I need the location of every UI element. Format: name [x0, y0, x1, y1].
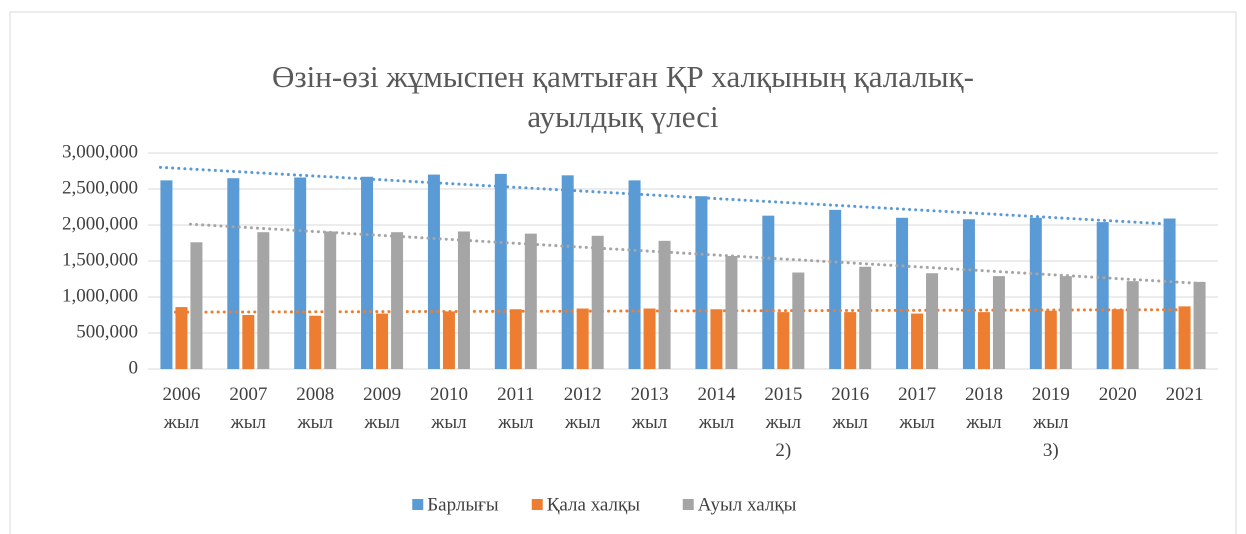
- bar: [1193, 281, 1206, 369]
- bar: [457, 231, 470, 369]
- bar: [962, 219, 975, 369]
- bar: [175, 307, 188, 369]
- x-tick-label: 2017 жыл: [898, 384, 936, 433]
- x-tick-label: 2010 жыл: [430, 384, 468, 433]
- legend-marker: [682, 499, 694, 510]
- y-tick-label: 0: [129, 357, 139, 378]
- bar: [376, 313, 389, 369]
- x-tick-label: 2006 жыл: [162, 384, 200, 433]
- bar: [1059, 276, 1072, 369]
- bar: [1096, 222, 1109, 369]
- bar: [242, 315, 255, 369]
- bar: [524, 233, 537, 369]
- y-tick-label: 3,000,000: [62, 141, 138, 162]
- bar: [911, 313, 924, 369]
- bar: [1111, 309, 1124, 369]
- bar: [643, 308, 656, 369]
- trendline: [158, 165, 1178, 226]
- bar: [509, 309, 522, 369]
- x-tick-label: 2007 жыл: [229, 384, 267, 433]
- x-tick-label: 2021: [1166, 384, 1204, 405]
- bar: [1044, 310, 1057, 369]
- legend-label: Қала халқы: [547, 494, 640, 515]
- legend-label: Ауыл халқы: [698, 494, 797, 515]
- bar: [992, 276, 1005, 369]
- trendline: [188, 222, 1208, 286]
- bar: [1029, 217, 1042, 369]
- bar: [762, 215, 775, 369]
- bar: [494, 173, 507, 369]
- bar: [792, 272, 805, 369]
- bar: [190, 242, 203, 369]
- x-tick-label: 2019 жыл 3): [1032, 384, 1070, 461]
- bar: [695, 196, 708, 369]
- bar: [844, 312, 857, 369]
- x-tick-label: 2020: [1099, 384, 1137, 405]
- bar: [896, 217, 909, 369]
- bar: [591, 235, 604, 369]
- bar: [427, 174, 440, 369]
- y-tick-label: 1,000,000: [62, 285, 138, 306]
- bar: [324, 231, 337, 369]
- legend-marker: [412, 499, 424, 510]
- legend-marker: [531, 499, 543, 510]
- bar: [1163, 218, 1176, 369]
- x-tick-label: 2009 жыл: [363, 384, 401, 433]
- bar: [777, 312, 790, 369]
- bar: [859, 266, 872, 369]
- y-tick-label: 2,000,000: [62, 213, 138, 234]
- bar: [926, 273, 939, 369]
- x-tick-label: 2015 жыл 2): [764, 384, 802, 461]
- bar: [658, 240, 671, 369]
- chart-title: Өзін-өзі жұмыспен қамтыған ҚР халқының қ…: [272, 59, 974, 134]
- x-tick-label: 2012 жыл: [564, 384, 602, 433]
- bar: [829, 209, 842, 369]
- bar: [710, 309, 723, 369]
- bar: [257, 232, 270, 369]
- x-tick-label: 2018 жыл: [965, 384, 1003, 433]
- x-tick-label: 2008 жыл: [296, 384, 334, 433]
- bar: [294, 177, 307, 369]
- bar: [227, 178, 240, 369]
- bar: [977, 312, 990, 369]
- trendline: [173, 308, 1193, 314]
- x-tick-label: 2014 жыл: [697, 384, 736, 433]
- bar: [361, 176, 374, 369]
- x-tick-label: 2013 жыл: [631, 384, 669, 433]
- legend-label: Барлығы: [427, 494, 499, 515]
- bar: [1126, 281, 1139, 369]
- bar: [160, 180, 173, 369]
- y-tick-label: 2,500,000: [62, 177, 138, 198]
- x-tick-label: 2011 жыл: [497, 384, 534, 433]
- y-tick-label: 1,500,000: [62, 249, 138, 270]
- bar: [576, 308, 589, 369]
- y-tick-label: 500,000: [76, 321, 138, 342]
- bar: [561, 175, 574, 369]
- bar: [1178, 306, 1191, 369]
- bar: [442, 311, 455, 369]
- x-tick-label: 2016 жыл: [831, 384, 869, 433]
- bar: [309, 315, 322, 369]
- bar: [391, 232, 404, 369]
- bar: [725, 255, 738, 369]
- bar: [628, 180, 641, 369]
